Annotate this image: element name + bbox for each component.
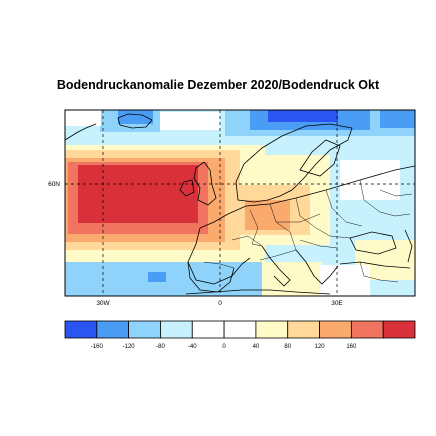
lon-label-30e: 30E bbox=[331, 300, 343, 307]
lon-label-30w: 30W bbox=[96, 300, 110, 307]
colorbar-swatch bbox=[255, 320, 289, 339]
colorbar-tick-label: 120 bbox=[315, 344, 326, 350]
lat-label-60n: 60N bbox=[48, 181, 60, 188]
coastlines bbox=[64, 113, 416, 295]
lon-label-0: 0 bbox=[218, 300, 222, 307]
colorbar-swatch bbox=[64, 320, 98, 339]
map-title: Bodendruckanomalie Dezember 2020/Bodendr… bbox=[56, 78, 380, 92]
colorbar-tick-label: 80 bbox=[284, 344, 291, 350]
colorbar-swatch bbox=[160, 320, 193, 339]
colorbar-tick-label: -160 bbox=[91, 344, 104, 350]
colorbar-tick-label: -40 bbox=[188, 344, 197, 350]
colorbar-tick-label: -80 bbox=[156, 344, 165, 350]
graticule bbox=[65, 110, 415, 296]
map-frame bbox=[64, 109, 416, 297]
colorbar-swatch bbox=[223, 320, 257, 339]
colorbar-swatch bbox=[382, 320, 416, 339]
colorbar-tick-label: 160 bbox=[346, 344, 357, 350]
colorbar-swatch bbox=[319, 320, 352, 339]
colorbar-swatch bbox=[287, 320, 320, 339]
anomaly-field bbox=[65, 110, 415, 296]
country-borders bbox=[203, 179, 413, 283]
colorbar: -160 -120 -80 -40 0 40 80 120 160 bbox=[64, 320, 416, 350]
colorbar-swatch bbox=[128, 320, 161, 339]
colorbar-swatch bbox=[350, 320, 384, 339]
colorbar-tick-label: -120 bbox=[123, 344, 136, 350]
colorbar-tick-label: 0 bbox=[222, 344, 226, 350]
colorbar-tick-label: 40 bbox=[253, 344, 260, 350]
colorbar-swatch bbox=[191, 320, 225, 339]
colorbar-swatch bbox=[96, 320, 130, 339]
